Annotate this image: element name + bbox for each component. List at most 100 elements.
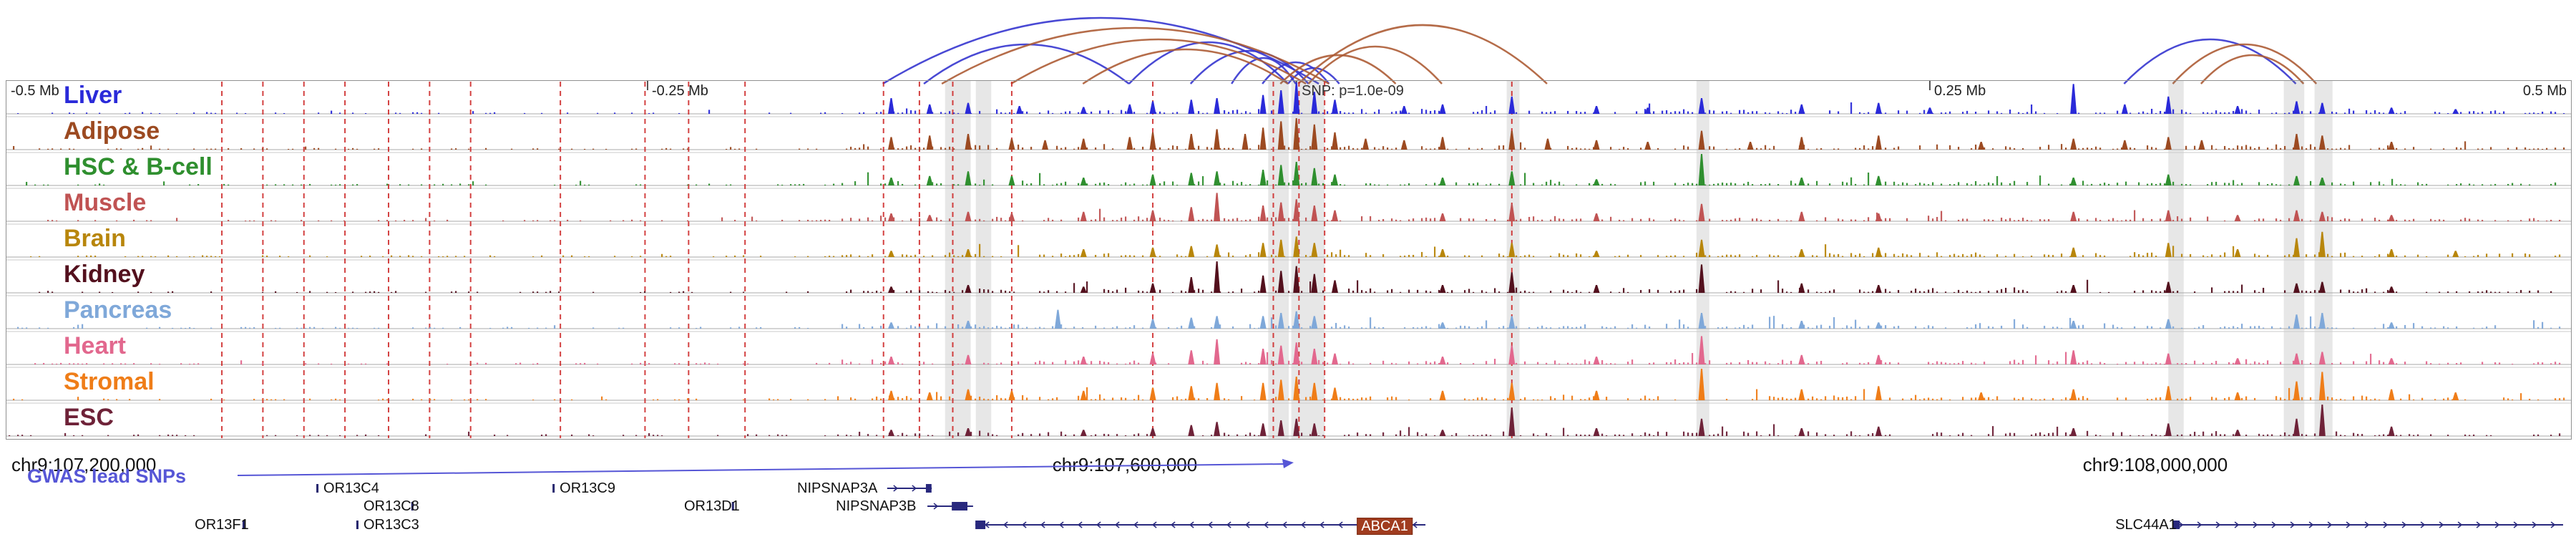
strand-arrow-icon bbox=[2215, 521, 2221, 528]
strand-arrow-icon bbox=[2178, 521, 2184, 528]
gene-label-or13f1[interactable]: OR13F1 bbox=[195, 517, 249, 533]
interaction-arc-brown bbox=[2200, 54, 2305, 84]
strand-arrow-icon bbox=[1207, 521, 1213, 528]
strand-arrow-icon bbox=[2346, 521, 2351, 528]
track-label-muscle[interactable]: Muscle bbox=[64, 189, 147, 216]
track-label-hsc-b-cell[interactable]: HSC & B-cell bbox=[64, 153, 213, 180]
strand-arrow-icon bbox=[1021, 521, 1027, 528]
interaction-arc-brown bbox=[941, 26, 1330, 84]
track-label-liver[interactable]: Liver bbox=[64, 82, 122, 109]
strand-arrow-icon bbox=[1412, 521, 1418, 528]
strand-arrow-icon bbox=[2290, 521, 2296, 528]
signal-kidney bbox=[39, 261, 2552, 293]
strand-arrow-icon bbox=[1319, 521, 1324, 528]
track-label-brain[interactable]: Brain bbox=[64, 225, 126, 252]
interaction-arc-brown bbox=[1297, 24, 1548, 84]
gene-label-or13c9[interactable]: OR13C9 bbox=[560, 480, 615, 496]
strand-arrow-icon bbox=[2308, 521, 2314, 528]
strand-arrow-icon bbox=[1077, 521, 1083, 528]
interaction-arc-blue bbox=[1189, 49, 1309, 84]
strand-arrow-icon bbox=[2476, 521, 2482, 528]
gene-exon-nipsnap3a bbox=[925, 484, 932, 493]
strand-arrow-icon bbox=[2253, 521, 2258, 528]
strand-arrow-icon bbox=[933, 503, 939, 510]
snp-pvalue-label: SNP: p=1.0e-09 bbox=[1302, 83, 1404, 99]
strand-arrow-icon bbox=[1282, 521, 1287, 528]
strand-arrow-icon bbox=[2439, 521, 2444, 528]
track-label-stromal[interactable]: Stromal bbox=[64, 368, 155, 395]
strand-arrow-icon bbox=[2550, 521, 2556, 528]
interaction-arc-blue bbox=[1262, 61, 1330, 84]
gwas-leader-line bbox=[237, 463, 1286, 476]
signal-liver bbox=[17, 82, 2565, 114]
strand-arrow-icon bbox=[1263, 521, 1269, 528]
gene-exon-nipsnap3b bbox=[952, 502, 967, 511]
gene-exon-slc44a1 bbox=[2172, 521, 2180, 529]
gene-glyph-or13f1 bbox=[242, 521, 245, 529]
track-label-pancreas[interactable]: Pancreas bbox=[64, 296, 172, 324]
strand-arrow-icon bbox=[893, 485, 899, 492]
interaction-arc-brown bbox=[1279, 54, 1397, 84]
gene-label-slc44a1[interactable]: SLC44A1 bbox=[2115, 517, 2177, 533]
interaction-arc-blue bbox=[923, 43, 1130, 84]
strand-arrow-icon bbox=[2271, 521, 2277, 528]
interaction-arc-brown bbox=[1307, 45, 1443, 84]
strand-arrow-icon bbox=[1133, 521, 1138, 528]
strand-arrow-icon bbox=[2513, 521, 2519, 528]
signal-brain bbox=[30, 231, 2561, 257]
track-label-kidney[interactable]: Kidney bbox=[64, 261, 145, 288]
track-label-esc[interactable]: ESC bbox=[64, 404, 114, 431]
signal-esc bbox=[9, 405, 2561, 436]
strand-arrow-icon bbox=[2494, 521, 2500, 528]
gene-glyph-or13c8 bbox=[411, 502, 414, 511]
strand-arrow-icon bbox=[2532, 521, 2537, 528]
strand-arrow-icon bbox=[1226, 521, 1231, 528]
signal-stromal bbox=[13, 369, 2565, 400]
gene-label-or13d1[interactable]: OR13D1 bbox=[683, 498, 740, 514]
strand-arrow-icon bbox=[2234, 521, 2240, 528]
strand-arrow-icon bbox=[1058, 521, 1064, 528]
gene-label-abca1[interactable]: ABCA1 bbox=[1357, 518, 1413, 535]
ruler-label-quarter: -0.25 Mb bbox=[652, 83, 708, 99]
gene-label-nipsnap3b[interactable]: NIPSNAP3B bbox=[836, 498, 917, 514]
strand-arrow-icon bbox=[1337, 521, 1343, 528]
strand-arrow-icon bbox=[2383, 521, 2389, 528]
gwas-leader-arrow-icon bbox=[1282, 459, 1294, 468]
gene-label-or13c8[interactable]: OR13C8 bbox=[363, 498, 419, 514]
interaction-arc-brown bbox=[1082, 48, 1289, 84]
track-label-heart[interactable]: Heart bbox=[64, 332, 126, 359]
gene-label-nipsnap3a[interactable]: NIPSNAP3A bbox=[797, 480, 878, 496]
strand-arrow-icon bbox=[1300, 521, 1306, 528]
gene-label-or13c3[interactable]: OR13C3 bbox=[363, 517, 419, 533]
gene-glyph-or13c3 bbox=[356, 521, 358, 529]
strand-arrow-icon bbox=[1114, 521, 1120, 528]
strand-arrow-icon bbox=[2457, 521, 2463, 528]
gene-glyph-or13c4 bbox=[316, 484, 319, 493]
track-label-adipose[interactable]: Adipose bbox=[64, 117, 160, 145]
gwas-lead-snps-label: GWAS lead SNPs bbox=[27, 465, 187, 487]
gene-label-or13c4[interactable]: OR13C4 bbox=[323, 480, 379, 496]
interaction-arc-blue bbox=[1128, 41, 1289, 84]
strand-arrow-icon bbox=[1189, 521, 1194, 528]
signal-adipose bbox=[13, 118, 2565, 150]
tracks-canvas bbox=[6, 81, 2571, 439]
gene-glyph-or13c9 bbox=[552, 484, 555, 493]
ruler-label-right: 0.5 Mb bbox=[2522, 83, 2567, 99]
interaction-arc-blue bbox=[1287, 67, 1340, 84]
coordinate-left: chr9:107,200,000 bbox=[11, 454, 157, 475]
strand-arrow-icon bbox=[1151, 521, 1157, 528]
strand-arrow-icon bbox=[1002, 521, 1008, 528]
strand-arrow-icon bbox=[1244, 521, 1250, 528]
signal-heart bbox=[34, 336, 2561, 364]
strand-arrow-icon bbox=[2401, 521, 2407, 528]
interaction-arcs-canvas bbox=[882, 16, 2318, 84]
strand-arrow-icon bbox=[984, 521, 990, 528]
strand-arrow-icon bbox=[2364, 521, 2370, 528]
tracks-panel: -0.5 Mb -0.25 Mb SNP: p=1.0e-09 0.25 Mb … bbox=[6, 80, 2572, 440]
strand-arrow-icon bbox=[2420, 521, 2426, 528]
signal-muscle bbox=[47, 193, 2561, 221]
interaction-arc-brown bbox=[2172, 43, 2318, 84]
signal-hsc-b-cell bbox=[26, 154, 2557, 185]
strand-arrow-icon bbox=[1040, 521, 1045, 528]
